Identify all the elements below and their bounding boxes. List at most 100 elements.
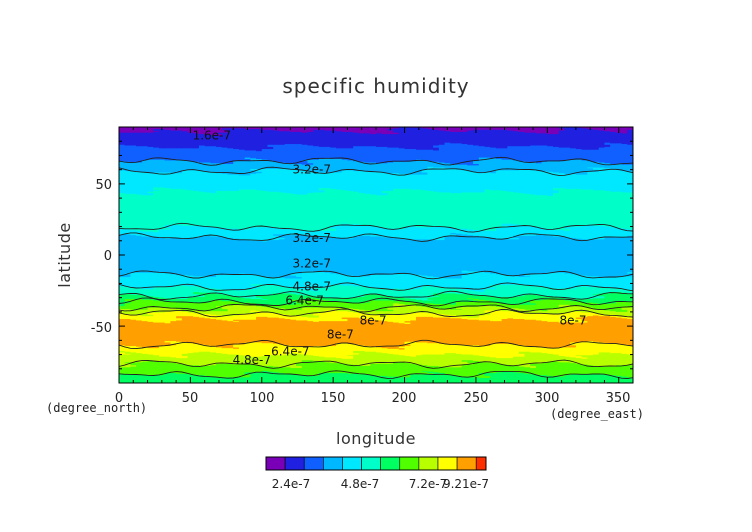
heatmap-cell [604,131,611,144]
heatmap-cell [627,127,633,131]
heatmap-cell [324,321,331,347]
heatmap-cell [330,273,337,286]
heatmap-cell [244,304,251,315]
heatmap-cell [553,146,560,162]
heatmap-cell [501,319,508,345]
heatmap-cell [330,310,337,322]
heatmap-cell [158,361,166,376]
heatmap-cell [450,168,457,194]
heatmap-cell [444,374,451,383]
heatmap-cell [250,319,257,344]
heatmap-cell [250,173,257,191]
heatmap-cell [404,355,411,364]
heatmap-cell [164,127,171,131]
heatmap-cell [507,318,514,345]
heatmap-cell [301,127,309,134]
heatmap-cell [455,233,463,237]
heatmap-cell [301,299,309,309]
heatmap-cell [381,237,389,276]
heatmap-cell [364,127,371,134]
heatmap-cell [233,377,240,383]
heatmap-cell [198,134,206,147]
heatmap-cell [530,132,537,147]
colorbar-label: 2.4e-7 [272,477,310,491]
heatmap-cell [547,272,554,289]
heatmap-cell [181,311,189,317]
heatmap-cell [484,320,491,347]
heatmap-cell [387,314,394,323]
heatmap-cell [404,127,411,150]
heatmap-cell [398,289,406,299]
heatmap-cell [444,293,451,305]
heatmap-cell [284,193,291,230]
heatmap-cell [164,342,171,347]
heatmap-cell [495,321,503,345]
heatmap-cell [433,191,440,228]
heatmap-cell [398,297,406,302]
heatmap-cell [353,373,360,383]
heatmap-cell [290,163,297,171]
heatmap-cell [513,237,520,240]
heatmap-cell [467,235,474,272]
heatmap-cell [433,150,440,163]
heatmap-cell [484,189,491,232]
heatmap-cell [387,274,394,290]
heatmap-cell [478,272,486,293]
heatmap-cell [296,320,303,348]
heatmap-cell [336,274,343,286]
heatmap-cell [501,191,508,225]
heatmap-cell [564,228,571,232]
heatmap-cell [250,129,257,152]
heatmap-cell [347,160,354,171]
heatmap-cell [176,285,183,300]
heatmap-cell [147,314,154,317]
heatmap-cell [341,127,349,133]
heatmap-cell [193,291,200,295]
heatmap-cell [130,171,137,195]
heatmap-cell [547,229,554,237]
heatmap-cell [261,306,269,313]
heatmap-cell [553,309,560,315]
heatmap-cell [575,317,583,320]
heatmap-cell [147,127,154,134]
heatmap-cell [535,295,543,302]
heatmap-cell [233,191,240,230]
heatmap-cell [381,348,389,354]
contour-line [119,339,633,350]
heatmap-cell [296,144,303,165]
heatmap-cell [358,365,366,376]
heatmap-cell [124,319,132,347]
heatmap-cell [593,365,600,375]
heatmap-cell [238,355,246,366]
heatmap-cell [210,365,217,378]
heatmap-cell [296,353,303,364]
heatmap-cell [261,370,269,383]
heatmap-cell [593,313,600,317]
heatmap-cell [615,227,623,238]
heatmap-cell [313,129,320,147]
heatmap-cell [598,147,606,164]
heatmap-cell [433,240,440,278]
heatmap-cell [610,288,617,293]
heatmap-cell [513,319,520,346]
heatmap-cell [615,291,623,303]
heatmap-cell [541,347,548,354]
heatmap-cell [473,295,480,300]
heatmap-cell [204,318,211,346]
heatmap-cell [141,375,149,383]
heatmap-cell [530,314,537,321]
heatmap-cell [410,149,417,162]
heatmap-cell [330,298,337,302]
heatmap-cell [341,301,349,309]
heatmap-cell [216,289,223,295]
heatmap-cell [318,361,326,374]
heatmap-cell [415,364,423,376]
heatmap-cell [524,294,531,302]
heatmap-cell [358,303,366,311]
heatmap-cell [610,168,617,193]
heatmap-cell [427,299,434,302]
heatmap-cell [450,232,457,235]
heatmap-cell [473,192,480,231]
heatmap-cell [353,236,360,277]
heatmap-cell [478,236,486,273]
